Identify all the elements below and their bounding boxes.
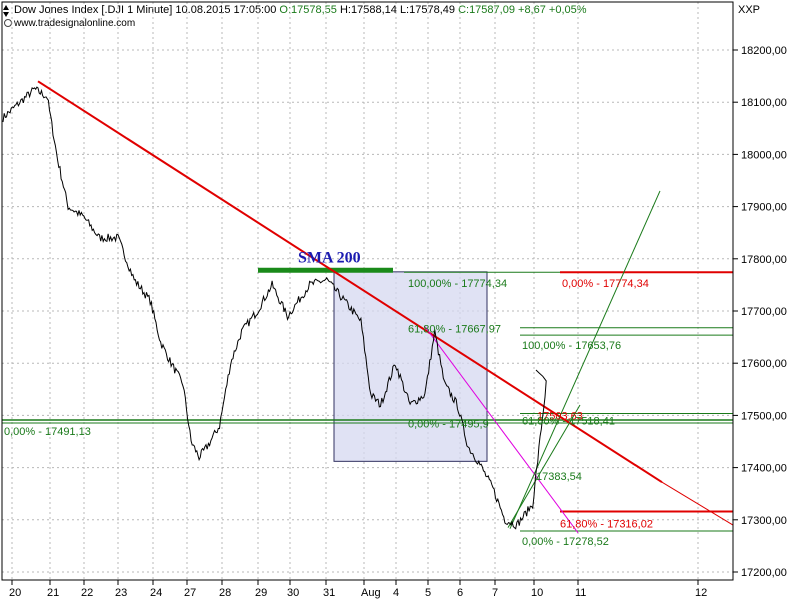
fib-label-618-right: 61,80% - 17518,41	[522, 416, 615, 428]
level-label-17383: 17383,54	[536, 471, 582, 483]
y-tick-label: 18200,00	[741, 45, 787, 57]
fib-label-0-bottom: 0,00% - 17278,52	[522, 536, 609, 548]
y-tick-label: 18000,00	[741, 149, 787, 161]
x-tick-label: 30	[287, 587, 299, 599]
rising-line-2	[507, 404, 581, 528]
x-tick-label: Aug	[361, 587, 381, 599]
rising-line-1	[509, 190, 661, 529]
quote-low: L:17578,49	[399, 4, 455, 16]
sma-200-label: SMA 200	[298, 249, 361, 266]
x-tick-label: 6	[457, 587, 463, 599]
y-tick-label: 17800,00	[741, 254, 787, 266]
falling-channel-line	[424, 326, 579, 534]
quote-high: H:17588,14	[339, 4, 397, 16]
y-tick-label: 17600,00	[741, 358, 787, 370]
y-tick-label: 17900,00	[741, 202, 787, 214]
x-tick-label: 5	[425, 587, 431, 599]
y-tick-label: 17200,00	[741, 567, 787, 579]
price-line	[2, 86, 547, 530]
x-tick-label: 12	[695, 587, 707, 599]
drawing-layer	[2, 80, 734, 534]
x-tick-label: 24	[150, 587, 162, 599]
instrument-name: Dow Jones Index [.DJI 1 Minute]	[14, 4, 173, 16]
trendline	[37, 80, 663, 484]
y-tick-label: 17500,00	[741, 410, 787, 422]
x-tick-label: 31	[323, 587, 335, 599]
axis-layer: 18200,00 18100,00 18000,00 17900,00 17800,00…	[1, 1, 787, 599]
fib-label-618-upper: 61,80% - 17667,97	[408, 324, 501, 336]
fib-label-618-red: 61,80% - 17316,02	[560, 518, 653, 530]
fib-label-100-right: 100,00% - 17653,76	[522, 340, 621, 352]
y-tick-label: 17700,00	[741, 306, 787, 318]
y-tick-label: 18100,00	[741, 97, 787, 109]
quote-change: +8,67	[518, 4, 546, 16]
x-tick-label: 27	[184, 587, 196, 599]
x-tick-label: 7	[492, 587, 498, 599]
quote-datetime: 10.08.2015 17:05:00	[175, 4, 277, 16]
y-tick-label: 17300,00	[741, 515, 787, 527]
level-label-17503: 17503,63	[537, 411, 583, 423]
plot-frame	[1, 1, 734, 581]
y-tick-label: 17400,00	[741, 463, 787, 475]
x-tick-label: 22	[81, 587, 93, 599]
label-layer: SMA 200 100,00% - 17774,34 0,00% - 17774,3…	[4, 249, 653, 548]
scroll-down-icon[interactable]	[3, 12, 9, 17]
price-layer	[2, 86, 547, 530]
x-tick-label: 20	[9, 587, 21, 599]
fib-label-0-box: 0,00% - 17495,9	[408, 419, 489, 431]
x-tick-label: 29	[255, 587, 267, 599]
quote-open: O:17578,55	[279, 4, 337, 16]
x-tick-label: 21	[47, 587, 59, 599]
fibonacci-box	[333, 271, 488, 462]
fib-label-0-red: 0,00% - 17774,34	[562, 278, 649, 290]
currency-label: XXP	[738, 4, 761, 16]
x-tick-label: 4	[393, 587, 399, 599]
chart-header: Dow Jones Index [.DJI 1 Minute] 10.08.20…	[14, 4, 587, 16]
x-tick-label: 11	[575, 587, 586, 599]
quote-change-pct: +0,05%	[548, 4, 587, 16]
x-tick-label: 28	[219, 587, 231, 599]
quote-close: C:17587,09	[458, 4, 515, 16]
x-tick-label: 23	[115, 587, 127, 599]
fib-label-100: 100,00% - 17774,34	[408, 278, 507, 290]
scroll-up-icon[interactable]	[3, 5, 9, 10]
website-link[interactable]: www.tradesignalonline.com	[14, 18, 136, 29]
trendline-extension	[661, 481, 734, 526]
fib-label-0-left: 0,00% - 17491,13	[4, 426, 91, 438]
x-tick-label: 10	[531, 587, 543, 599]
